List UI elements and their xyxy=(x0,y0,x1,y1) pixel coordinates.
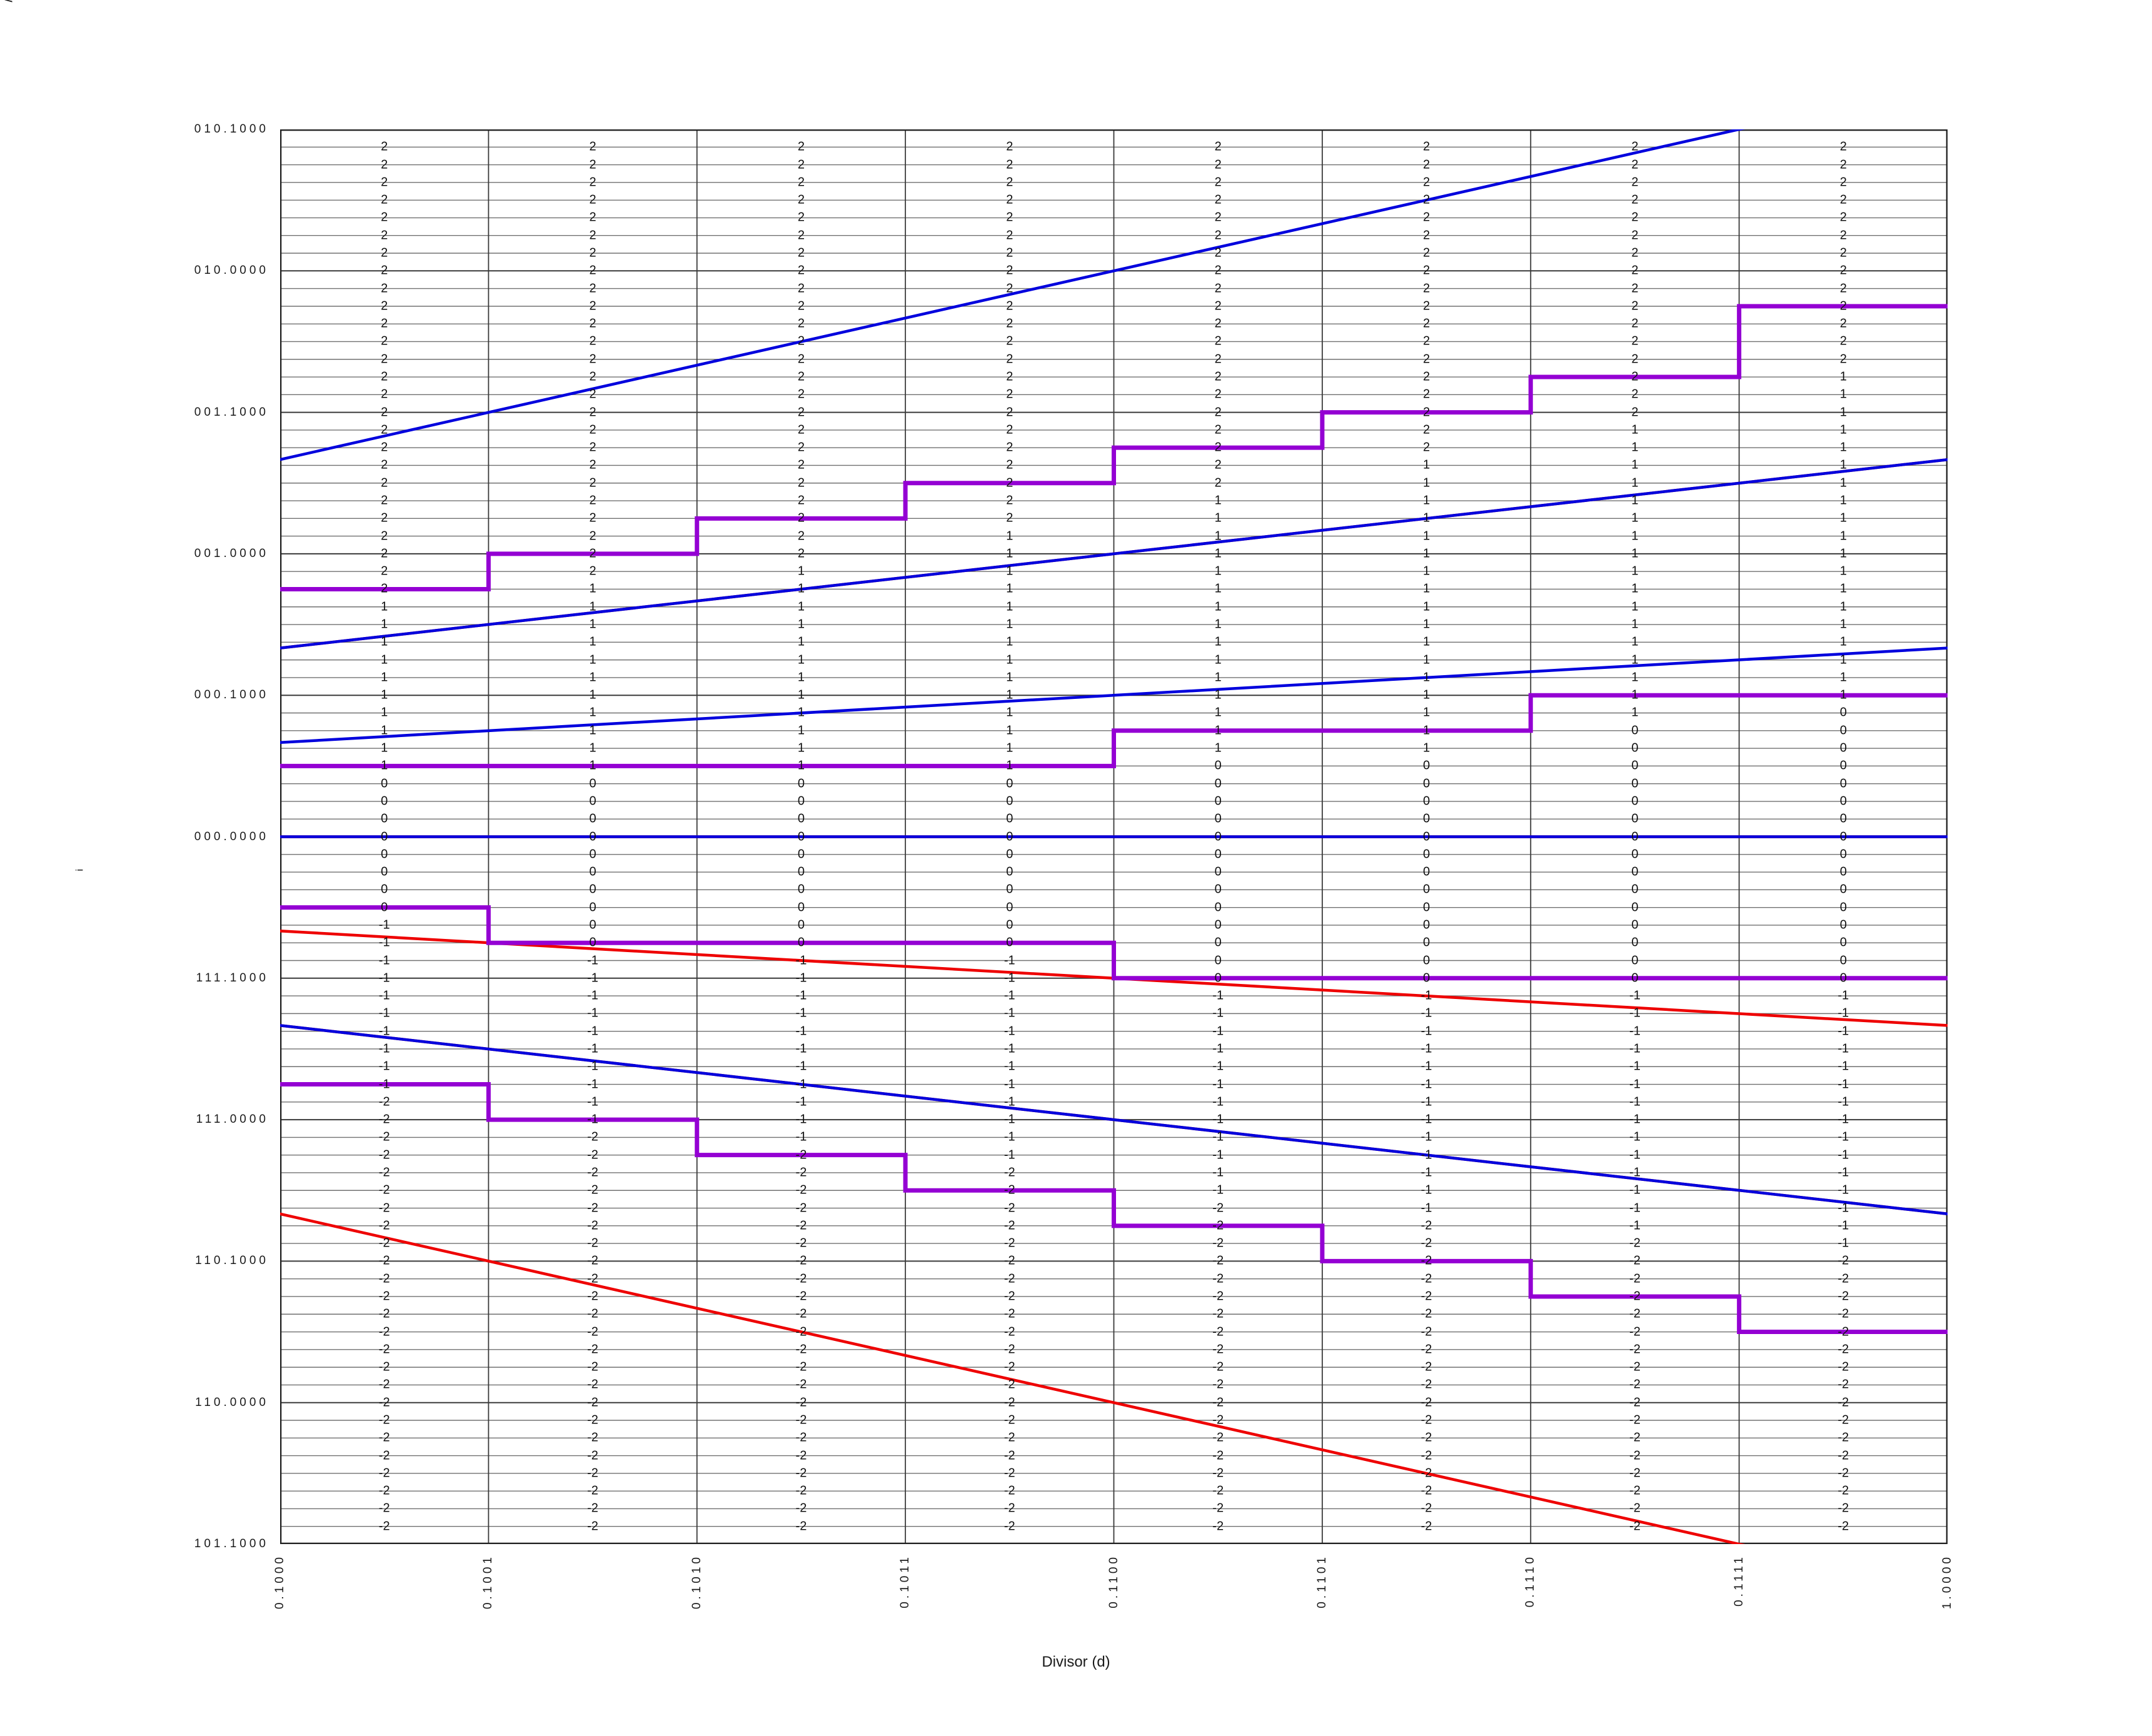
x-axis-tick-label: 1.0000 xyxy=(1941,1554,1954,1610)
y-axis-tick-label: 111.0000 xyxy=(196,1113,269,1126)
x-axis-tick-label: 0.1100 xyxy=(1107,1554,1120,1608)
x-axis-tick-label: 0.1001 xyxy=(481,1554,495,1610)
x-axis-tick-label: 0.1111 xyxy=(1732,1554,1746,1607)
y-axis-tick-label: 000.1000 xyxy=(194,688,269,702)
staircase-m-2-selection-constant xyxy=(280,304,1948,591)
x-axis-tick-label: 0.1000 xyxy=(273,1554,286,1610)
y-axis-title-prefix: P = 4 · w xyxy=(1,0,17,3)
y-axis-tick-label: 101.1000 xyxy=(194,1537,269,1550)
x-axis-title: Divisor (d) xyxy=(1042,1653,1110,1670)
y-axis-tick-label: 010.1000 xyxy=(194,123,269,136)
bound-line-u-0-upper-bound-k-0 xyxy=(280,646,1948,745)
bound-line-u-2-upper-bound-k-2 xyxy=(280,129,1746,461)
x-axis-tick-labels: 0.1000 0.1001 0.1010 0.1011 0.1100 0.1101 0.11… xyxy=(273,1554,1954,1648)
x-axis-tick-label: 0.1101 xyxy=(1315,1554,1329,1608)
y-axis-tick-label: 110.0000 xyxy=(195,1395,269,1409)
y-axis-tick-label: 000.0000 xyxy=(194,830,269,843)
bound-line-u-2-upper-bound-k-2 xyxy=(280,1024,1948,1216)
x-axis-tick-label: 0.1011 xyxy=(898,1554,912,1608)
staircase-m-1-selection-constant xyxy=(280,1082,1948,1335)
y-axis-tick-label: 110.1000 xyxy=(195,1254,269,1268)
plot-area xyxy=(280,129,1948,1544)
y-axis-tick-label: 010.0000 xyxy=(194,264,269,278)
y-axis-tick-label: 111.1000 xyxy=(196,971,269,985)
staircase-m-0-selection-constant xyxy=(280,905,1948,981)
y-axis-tick-labels: 010.1000 010.0000 001.1000 001.0000 000.1000… xyxy=(0,123,269,1550)
plot-svg xyxy=(280,129,1948,1544)
x-axis-tick-label: 0.1110 xyxy=(1524,1554,1537,1608)
staircase-m-1-selection-constant xyxy=(280,693,1948,768)
y-axis-tick-label: 001.1000 xyxy=(194,405,269,419)
bound-line-u-1-upper-bound-k-1 xyxy=(280,458,1948,650)
bound-line-l-2-lower-bound-k-2 xyxy=(280,1212,1746,1544)
y-axis-tick-label: 001.0000 xyxy=(194,546,269,560)
x-axis-tick-label: 0.1010 xyxy=(690,1554,703,1610)
